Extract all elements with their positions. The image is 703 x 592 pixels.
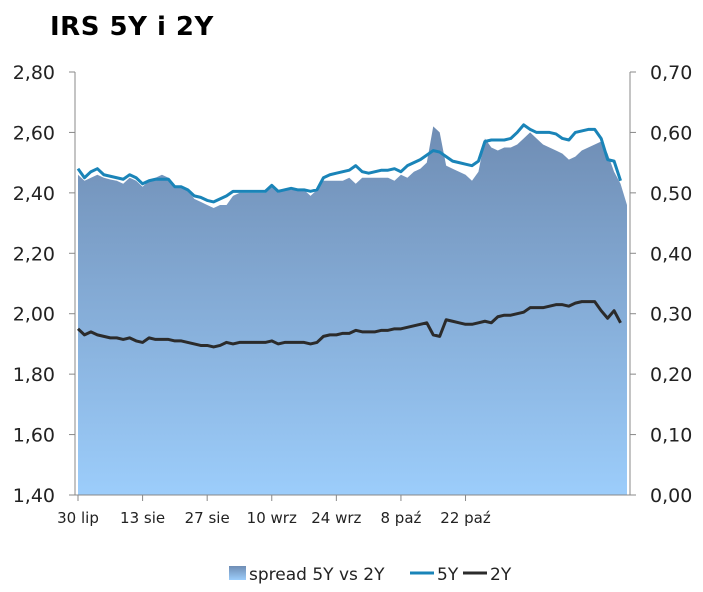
right-tick-label: 0,30 — [650, 304, 692, 326]
x-tick-label: 30 lip — [57, 509, 99, 527]
legend-label-2y: 2Y — [490, 565, 512, 585]
x-tick-label: 22 paź — [440, 509, 491, 527]
legend-label-spread: spread 5Y vs 2Y — [249, 565, 385, 585]
series-5y-line — [76, 123, 622, 204]
x-tick-label: 8 paź — [380, 509, 421, 527]
right-tick-label: 0,50 — [650, 183, 692, 205]
left-tick-label: 1,40 — [13, 485, 55, 507]
left-tick-label: 2,20 — [13, 243, 55, 265]
left-tick-label: 2,00 — [13, 304, 55, 326]
right-tick-label: 0,00 — [650, 485, 692, 507]
left-tick-label: 2,60 — [13, 122, 55, 144]
x-tick-label: 13 sie — [120, 509, 165, 527]
right-tick-label: 0,70 — [650, 62, 692, 84]
chart-title: IRS 5Y i 2Y — [50, 12, 214, 42]
left-tick-label: 2,80 — [13, 62, 55, 84]
left-tick-label: 1,80 — [13, 364, 55, 386]
left-tick-label: 2,40 — [13, 183, 55, 205]
right-tick-label: 0,60 — [650, 122, 692, 144]
right-tick-label: 0,10 — [650, 425, 692, 447]
right-tick-label: 0,40 — [650, 243, 692, 265]
right-tick-label: 0,20 — [650, 364, 692, 386]
legend-swatch-spread — [229, 566, 246, 580]
x-tick-label: 24 wrz — [311, 509, 361, 527]
legend: spread 5Y vs 2Y 5Y 2Y — [229, 565, 512, 585]
x-tick-label: 10 wrz — [247, 509, 297, 527]
series-2y-line — [76, 300, 622, 349]
left-tick-label: 1,60 — [13, 425, 55, 447]
series-spread-area — [78, 126, 627, 495]
axes: 1,40 1,60 1,80 2,00 2,20 2,40 2,60 2,80 0,00 0,10… — [13, 62, 693, 527]
legend-label-5y: 5Y — [437, 565, 459, 585]
plot-area — [76, 123, 627, 495]
x-tick-label: 27 sie — [185, 509, 230, 527]
